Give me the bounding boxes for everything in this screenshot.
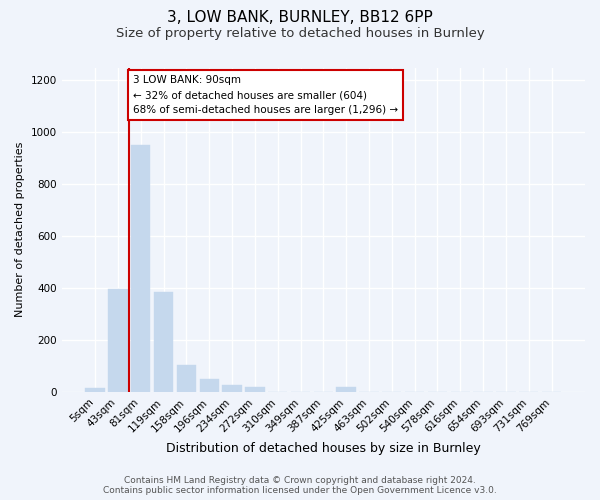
Text: 3, LOW BANK, BURNLEY, BB12 6PP: 3, LOW BANK, BURNLEY, BB12 6PP (167, 10, 433, 25)
Bar (177, 364, 196, 392)
Bar (85, 388, 105, 392)
Bar (337, 388, 356, 392)
Bar (131, 146, 151, 392)
Text: Contains HM Land Registry data © Crown copyright and database right 2024.
Contai: Contains HM Land Registry data © Crown c… (103, 476, 497, 495)
X-axis label: Distribution of detached houses by size in Burnley: Distribution of detached houses by size … (166, 442, 481, 455)
Text: Size of property relative to detached houses in Burnley: Size of property relative to detached ho… (116, 28, 484, 40)
Text: 3 LOW BANK: 90sqm
← 32% of detached houses are smaller (604)
68% of semi-detache: 3 LOW BANK: 90sqm ← 32% of detached hous… (133, 76, 398, 115)
Bar (223, 384, 242, 392)
Y-axis label: Number of detached properties: Number of detached properties (15, 142, 25, 318)
Bar (154, 292, 173, 392)
Bar (245, 388, 265, 392)
Bar (108, 290, 128, 392)
Bar (200, 379, 219, 392)
